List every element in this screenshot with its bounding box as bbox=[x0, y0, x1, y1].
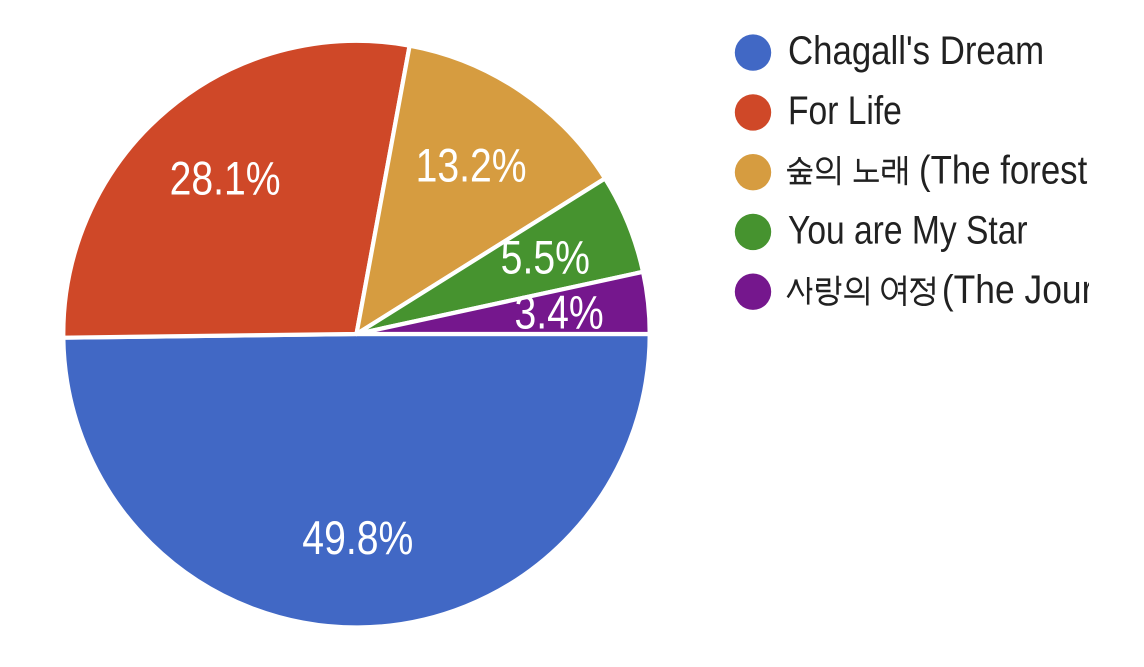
svg-text:(The forest song): (The forest song) bbox=[919, 147, 1144, 192]
svg-text:You are My Star: You are My Star bbox=[788, 208, 1028, 252]
svg-text:5.5%: 5.5% bbox=[501, 232, 590, 284]
svg-text:28.1%: 28.1% bbox=[170, 153, 281, 205]
svg-text:13.2%: 13.2% bbox=[416, 140, 527, 192]
svg-text:For Life: For Life bbox=[788, 88, 902, 132]
svg-text:49.8%: 49.8% bbox=[302, 513, 413, 565]
svg-text:3.4%: 3.4% bbox=[514, 287, 603, 339]
svg-text:Chagall's Dream: Chagall's Dream bbox=[788, 28, 1044, 73]
svg-text:(The Journey of Love): (The Journey of Love) bbox=[942, 268, 1144, 312]
